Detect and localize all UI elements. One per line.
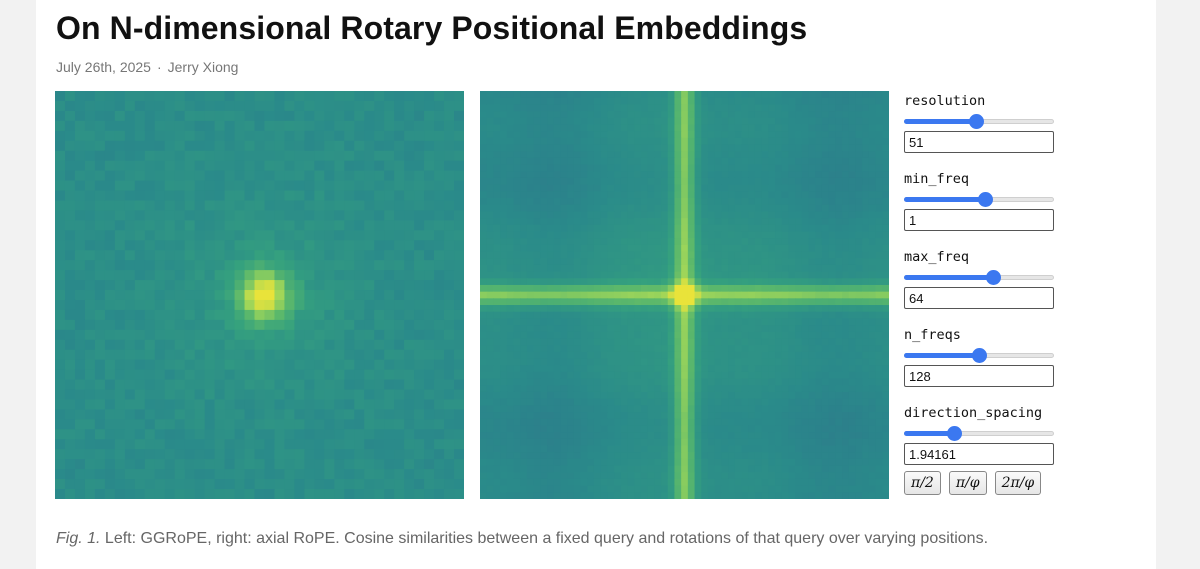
ggrope-heatmap-canvas [55, 91, 464, 499]
figure-number: Fig. 1. [56, 530, 101, 547]
resolution-slider[interactable] [904, 113, 1054, 129]
byline-separator: · [156, 59, 162, 75]
control-max-freq: max_freq [902, 247, 1062, 325]
control-resolution: resolution [902, 91, 1062, 169]
figure-caption: Fig. 1. Left: GGRoPE, right: axial RoPE.… [56, 530, 988, 548]
direction-spacing-input[interactable] [904, 443, 1054, 465]
byline: July 26th, 2025 · Jerry Xiong [56, 59, 238, 75]
author-name: Jerry Xiong [167, 59, 239, 75]
min-freq-input[interactable] [904, 209, 1054, 231]
axial-rope-heatmap-canvas [480, 91, 889, 499]
slider-thumb[interactable] [985, 270, 1001, 285]
half-pi-button[interactable]: π/2 [904, 471, 941, 495]
n-freqs-input[interactable] [904, 365, 1054, 387]
spacing-preset-buttons: π/2 π/φ 2π/φ [904, 471, 1042, 495]
pi-over-phi-button[interactable]: π/φ [948, 471, 987, 495]
min-freq-label: min_freq [904, 171, 970, 187]
max-freq-slider[interactable] [904, 269, 1054, 285]
controls-panel: resolution min_freq max_freq n_freqs [902, 91, 1062, 495]
min-freq-slider[interactable] [904, 191, 1054, 207]
page-title: On N-dimensional Rotary Positional Embed… [56, 10, 808, 46]
max-freq-input[interactable] [904, 287, 1054, 309]
post-date: July 26th, 2025 [56, 59, 151, 75]
n-freqs-slider[interactable] [904, 347, 1054, 363]
article-page: On N-dimensional Rotary Positional Embed… [36, 0, 1156, 569]
control-direction-spacing: direction_spacing [902, 403, 1062, 481]
direction-spacing-label: direction_spacing [904, 405, 1043, 421]
slider-thumb[interactable] [972, 348, 987, 363]
ggrope-heatmap [55, 91, 464, 499]
control-min-freq: min_freq [902, 169, 1062, 247]
n-freqs-label: n_freqs [904, 327, 961, 343]
control-n-freqs: n_freqs [902, 325, 1062, 403]
slider-thumb[interactable] [969, 114, 984, 129]
resolution-label: resolution [904, 93, 986, 109]
resolution-input[interactable] [904, 131, 1054, 153]
max-freq-label: max_freq [904, 249, 970, 265]
caption-text: Left: GGRoPE, right: axial RoPE. Cosine … [104, 530, 989, 547]
direction-spacing-slider[interactable] [904, 425, 1054, 441]
axial-rope-heatmap [480, 91, 889, 499]
slider-thumb[interactable] [946, 426, 962, 441]
two-pi-over-phi-button[interactable]: 2π/φ [994, 471, 1042, 495]
slider-thumb[interactable] [978, 192, 993, 207]
